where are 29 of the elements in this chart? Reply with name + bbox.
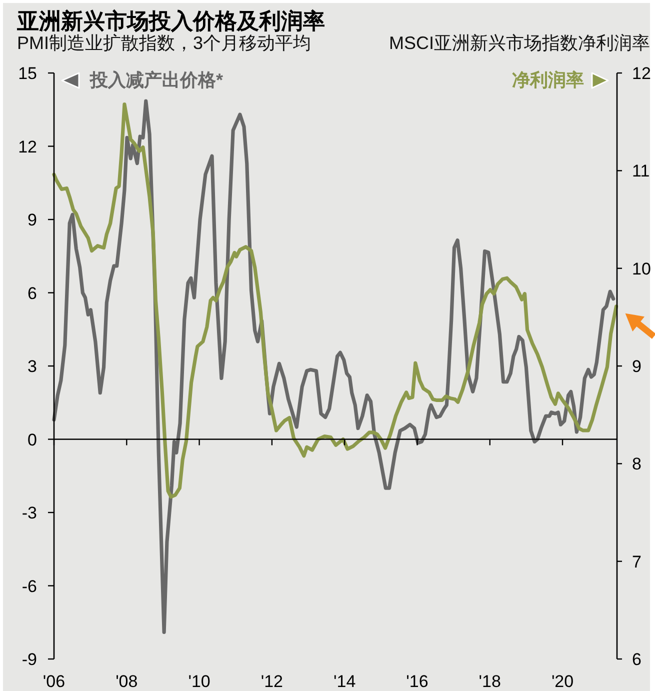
x-tick-label: '12 — [260, 672, 284, 691]
y2-tick-label: 8 — [632, 454, 642, 474]
y-tick-label: 3 — [28, 357, 37, 376]
legend-label: 投入减产出价格* — [90, 70, 224, 90]
y2-tick-label: 10 — [632, 259, 651, 278]
x-tick-label: '16 — [406, 672, 428, 691]
y2-tick-label: 9 — [632, 357, 642, 376]
x-tick-label: '18 — [478, 672, 501, 691]
y-tick-label: -3 — [22, 504, 37, 522]
y-tick-label: -9 — [22, 650, 37, 669]
y-tick-label: 0 — [28, 430, 37, 450]
legend-label: 净利润率 — [512, 70, 584, 90]
y2-tick-label: 11 — [632, 162, 650, 181]
x-tick-label: '08 — [116, 672, 138, 691]
y-axis-title: PMI制造业扩散指数，3个月移动平均 — [17, 33, 312, 53]
y-tick-label: 12 — [18, 137, 37, 156]
x-tick-label: '14 — [334, 672, 356, 691]
y-tick-label: 9 — [28, 210, 37, 230]
x-tick-label: '10 — [188, 672, 210, 691]
y2-tick-label: 12 — [632, 64, 651, 83]
y-tick-label: -6 — [22, 576, 37, 596]
y-tick-label: 15 — [18, 64, 37, 83]
y2-tick-label: 7 — [632, 552, 642, 572]
x-tick-label: '06 — [42, 672, 66, 691]
x-tick-label: '20 — [551, 672, 574, 691]
y2-tick-label: 6 — [632, 650, 642, 669]
y-tick-label: 6 — [28, 284, 37, 303]
chart-title: 亚洲新兴市场投入价格及利润率 — [16, 8, 325, 34]
y2-axis-title: MSCI亚洲新兴市场指数净利润率 — [389, 33, 650, 53]
